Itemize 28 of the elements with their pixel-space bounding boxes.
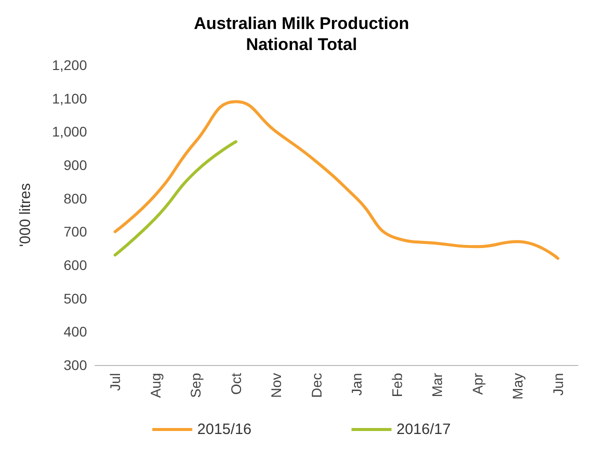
y-tick-label: 400 (64, 324, 88, 340)
x-tick-label: Aug (147, 373, 164, 398)
y-tick-label: 800 (64, 190, 88, 206)
legend-label: 2016/17 (396, 421, 451, 438)
y-axis-title: '000 litres (17, 183, 34, 247)
line-series (114, 140, 238, 256)
y-tick-label: 300 (64, 357, 88, 373)
y-tick-label: 700 (64, 224, 88, 240)
x-tick-label: Sep (188, 372, 204, 398)
x-tick-label: Apr (469, 372, 486, 395)
x-tick-label: Jun (550, 373, 566, 396)
legend-label: 2015/16 (197, 421, 252, 438)
x-tick-label: Feb (388, 372, 405, 398)
x-tick-label: May (510, 373, 526, 400)
y-tick-label: 500 (64, 290, 88, 306)
y-tick-label: 900 (64, 157, 88, 173)
y-tick-label: 600 (64, 257, 88, 273)
x-tick-label: Dec (308, 373, 324, 398)
y-tick-label: 1,000 (52, 124, 88, 140)
x-tick-label: Jul (107, 373, 124, 391)
y-tick-label: 1,100 (52, 90, 88, 106)
x-tick-label: Nov (268, 373, 284, 398)
y-tick-label: 1,200 (52, 57, 88, 73)
x-tick-label: Oct (228, 372, 244, 395)
line-series (114, 100, 560, 260)
chart-title: Australian Milk Production National Total (194, 14, 410, 54)
x-tick-label: Mar (429, 372, 446, 398)
x-tick-label: Jan (348, 373, 365, 396)
